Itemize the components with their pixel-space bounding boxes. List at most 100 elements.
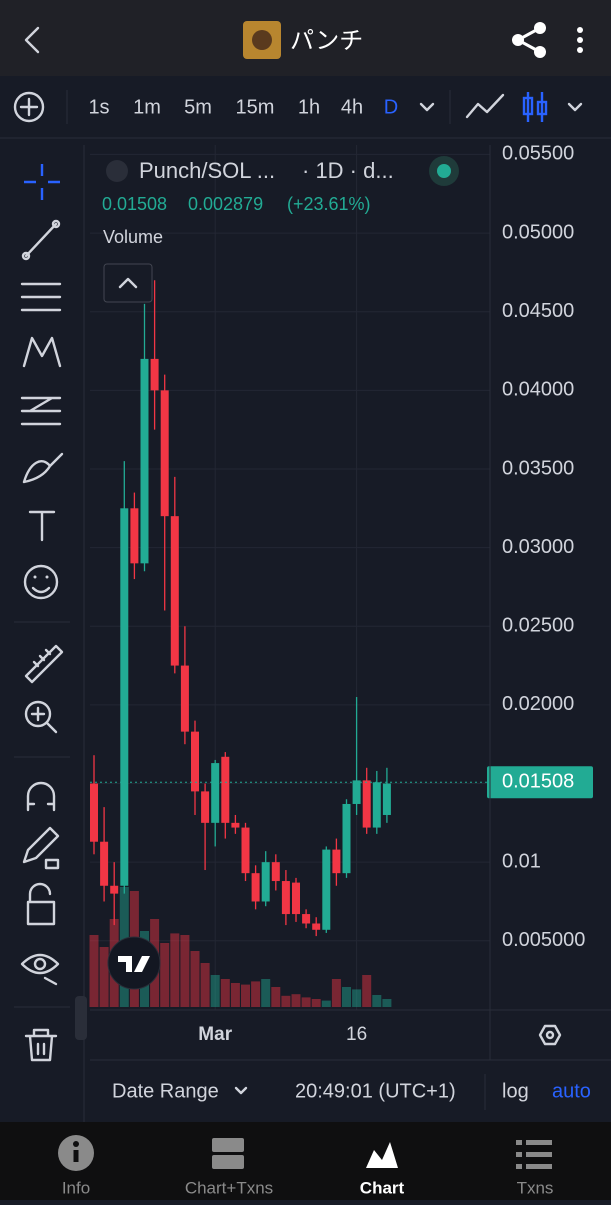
- interval-button[interactable]: 5m: [184, 96, 212, 118]
- panel-toggle[interactable]: [75, 996, 87, 1040]
- chart-txns-icon: [212, 1138, 244, 1169]
- y-tick-label: 0.04500: [502, 300, 574, 322]
- candle-body: [231, 822, 240, 828]
- last-price-label: 0.01508: [502, 771, 574, 793]
- trend-line-tool[interactable]: [21, 219, 61, 261]
- candle-body: [261, 862, 270, 902]
- candle-body: [201, 791, 210, 823]
- y-tick-label: 0.02000: [502, 693, 574, 715]
- volume-bar: [362, 975, 372, 1007]
- volume-bar: [251, 981, 261, 1007]
- candle-body: [140, 358, 149, 564]
- legend-symbol: Punch/SOL ...: [139, 158, 275, 183]
- info-icon: [58, 1135, 94, 1171]
- volume-bar: [220, 979, 230, 1007]
- candle-body: [160, 390, 169, 517]
- candle-body: [90, 783, 98, 842]
- visibility-tool-pupil: [33, 957, 47, 971]
- candle-body: [292, 882, 300, 915]
- y-tick-label: 0.03500: [502, 457, 574, 479]
- volume-bar: [170, 933, 180, 1007]
- candle-body: [372, 782, 381, 828]
- candle-body: [251, 873, 260, 902]
- interval-button[interactable]: 1s: [88, 96, 109, 118]
- emoji-tool[interactable]: [23, 564, 59, 600]
- date-range-chevron: [234, 1086, 248, 1095]
- volume-bar: [331, 979, 341, 1007]
- candle-body: [130, 508, 139, 564]
- volume-bar: [321, 1000, 331, 1007]
- volume-bar: [281, 995, 291, 1007]
- candle-body: [362, 780, 371, 828]
- date-range[interactable]: Date Range: [112, 1080, 219, 1102]
- volume-bar: [190, 951, 200, 1007]
- candle-body: [322, 849, 331, 930]
- candle-body: [271, 862, 280, 882]
- ruler-tool[interactable]: [24, 644, 64, 684]
- pattern-tool[interactable]: [22, 336, 62, 368]
- volume-bar: [99, 947, 109, 1007]
- crosshair-tool[interactable]: [24, 164, 60, 200]
- more-button[interactable]: [577, 27, 583, 53]
- auto-toggle[interactable]: auto: [552, 1080, 591, 1102]
- style-dropdown[interactable]: [567, 102, 583, 112]
- y-tick-label: 0.03000: [502, 536, 574, 558]
- collapse-icon: [118, 277, 138, 289]
- back-button[interactable]: [24, 26, 40, 54]
- lock-tool[interactable]: [26, 882, 56, 926]
- interval-button[interactable]: 15m: [236, 96, 275, 118]
- settings-button[interactable]: [538, 1024, 562, 1046]
- interval-button[interactable]: 1m: [133, 96, 161, 118]
- log-toggle[interactable]: log: [502, 1080, 529, 1102]
- lock-drawing-tool[interactable]: [22, 826, 60, 870]
- nav-item[interactable]: Txns: [517, 1178, 554, 1197]
- nav-item[interactable]: Info: [62, 1178, 90, 1197]
- prediction-tool[interactable]: [20, 396, 62, 426]
- visibility-tool[interactable]: [20, 953, 60, 986]
- candle-body: [241, 827, 250, 874]
- candle-body: [281, 881, 290, 915]
- collapse-legend[interactable]: [103, 263, 153, 303]
- token-logo-figure: [252, 30, 272, 50]
- chart-icon: [366, 1142, 398, 1168]
- add-indicator[interactable]: [13, 91, 45, 123]
- fib-tool[interactable]: [20, 282, 62, 312]
- candle-style[interactable]: [522, 92, 548, 122]
- x-tick-label: 16: [346, 1024, 367, 1045]
- interval-button[interactable]: D: [384, 96, 398, 118]
- zoom-tool[interactable]: [24, 700, 58, 734]
- candle-body: [180, 665, 189, 732]
- volume-bar: [271, 987, 281, 1007]
- candle-body: [382, 783, 391, 815]
- page-title: パンチ: [290, 27, 363, 54]
- volume-bar: [352, 989, 362, 1007]
- volume-bar: [89, 935, 99, 1007]
- magnet-tool[interactable]: [26, 781, 56, 812]
- candle-body: [150, 358, 159, 391]
- share-button[interactable]: [512, 22, 546, 58]
- interval-button[interactable]: 4h: [341, 96, 363, 118]
- tradingview-logo: [107, 936, 161, 990]
- volume-bar: [230, 983, 240, 1007]
- candle-body: [170, 516, 179, 666]
- nav-item[interactable]: Chart: [360, 1178, 405, 1197]
- volume-label: Volume: [103, 227, 163, 247]
- brush-tool[interactable]: [22, 452, 64, 484]
- nav-item[interactable]: Chart+Txns: [185, 1178, 273, 1197]
- interval-dropdown[interactable]: [419, 102, 435, 112]
- volume-bar: [291, 994, 301, 1007]
- txns-icon: [516, 1140, 552, 1169]
- interval-button[interactable]: 1h: [298, 96, 320, 118]
- symbol-icon: [106, 160, 128, 182]
- volume-bar: [311, 999, 321, 1007]
- status-dot-inner: [437, 164, 451, 178]
- volume-bar: [261, 979, 271, 1007]
- line-style[interactable]: [465, 93, 505, 119]
- text-tool[interactable]: [28, 510, 56, 542]
- delete-tool[interactable]: [24, 1028, 58, 1062]
- volume-bar: [372, 995, 382, 1007]
- legend-price: 0.01508: [102, 194, 167, 214]
- bottom-nav: [0, 1122, 611, 1200]
- legend-change: 0.002879: [188, 194, 263, 214]
